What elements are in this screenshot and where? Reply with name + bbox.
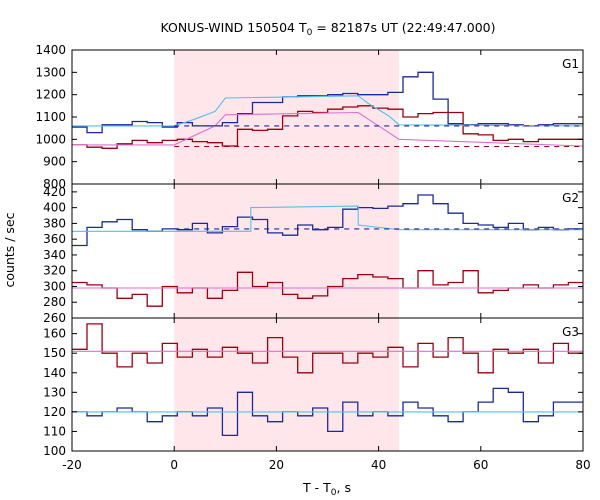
panel-G1-ytick-label-1300: 1300 — [35, 65, 66, 79]
panel-G1-series-3-pink-line — [72, 111, 584, 147]
panel-label-G3: G3 — [562, 325, 579, 339]
burst-interval-band — [174, 50, 400, 451]
panel-G1-ytick-label-1100: 1100 — [35, 110, 66, 124]
panel-G3-ytick-label-110: 110 — [43, 424, 66, 438]
panel-G1-ytick-label-800: 800 — [43, 177, 66, 191]
panel-G3-series-0-red-step — [72, 323, 583, 374]
x-tick-label-80: 80 — [575, 458, 590, 472]
x-tick-label-0: 0 — [170, 458, 178, 472]
x-axis-label: T - T0, s — [302, 480, 351, 498]
x-tick-label-60: 60 — [473, 458, 488, 472]
panel-G1-series-1-red-step — [72, 105, 583, 149]
y-axis-label: counts / sec — [2, 212, 17, 287]
panel-G3-ytick-label-120: 120 — [43, 405, 66, 419]
panel-G2-ytick-label-380: 380 — [43, 216, 66, 230]
panel-G2-series-1-red-step — [72, 270, 583, 307]
chart-title: KONUS-WIND 150504 T0 = 82187s UT (22:49:… — [160, 20, 495, 38]
panel-G1-ytick-label-1200: 1200 — [35, 88, 66, 102]
panel-G3-series-1-blue-step — [72, 387, 583, 437]
plot-area: 80090010001100120013001400G1260280300320… — [35, 43, 590, 472]
panel-G1-series-2-cyan-line — [72, 95, 584, 127]
panel-G2-ytick-label-420: 420 — [43, 185, 66, 199]
x-tick-label--20: -20 — [62, 458, 82, 472]
panel-G2-ytick-label-340: 340 — [43, 248, 66, 262]
x-tick-label-40: 40 — [371, 458, 386, 472]
panel-G3-ytick-label-100: 100 — [43, 444, 66, 458]
panel-G1-ytick-label-1400: 1400 — [35, 43, 66, 57]
panel-G2-ytick-label-360: 360 — [43, 232, 66, 246]
panel-G1-series-0-blue-step — [72, 71, 583, 134]
panel-G3-ytick-label-130: 130 — [43, 385, 66, 399]
panel-G2-ytick-label-320: 320 — [43, 264, 66, 278]
panel-G3-frame — [71, 317, 584, 452]
panel-G3-ytick-label-160: 160 — [43, 327, 66, 341]
panel-label-G2: G2 — [562, 191, 579, 205]
panel-label-G1: G1 — [562, 57, 579, 71]
panel-G2-ytick-label-260: 260 — [43, 311, 66, 325]
panel-G2-series-2-cyan-line — [72, 205, 583, 232]
panel-G2-ytick-label-280: 280 — [43, 295, 66, 309]
panel-G1-ytick-label-900: 900 — [43, 155, 66, 169]
panel-G1-ytick-label-1000: 1000 — [35, 132, 66, 146]
panel-G3-ytick-label-150: 150 — [43, 346, 66, 360]
panel-G3-ytick-label-140: 140 — [43, 366, 66, 380]
x-tick-label-20: 20 — [269, 458, 284, 472]
panel-G2-ytick-label-400: 400 — [43, 201, 66, 215]
panel-G2-ytick-label-300: 300 — [43, 279, 66, 293]
